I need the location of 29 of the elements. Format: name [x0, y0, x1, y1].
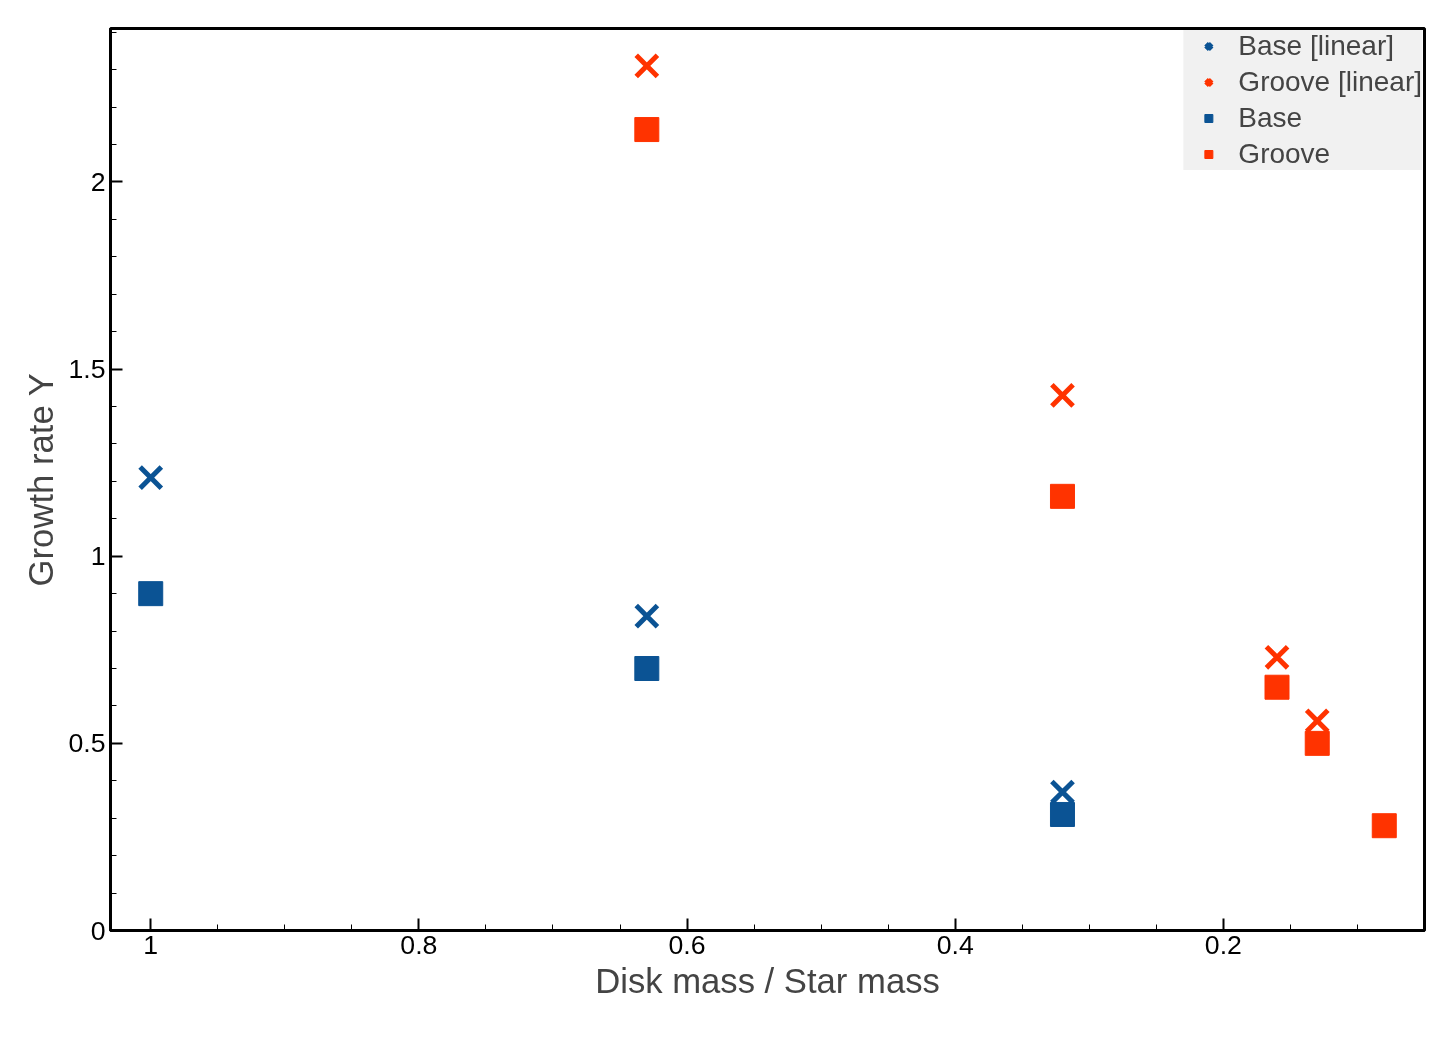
point	[633, 52, 660, 80]
y-tick-label: 2	[90, 166, 106, 197]
x-axis-title: Disk mass / Star mass	[595, 961, 940, 1000]
y-tick-label: 1.5	[68, 354, 106, 385]
point	[137, 464, 164, 491]
legend-label: Groove	[1238, 138, 1331, 170]
y-axis-title: Growth rate Y	[22, 373, 61, 587]
y-tick-label: 1	[90, 541, 106, 572]
y-tick-label: 0.5	[68, 728, 106, 759]
point	[634, 117, 660, 143]
legend-label: Groove [linear]	[1238, 66, 1422, 98]
x-tick-label: 1	[143, 929, 159, 960]
point	[1304, 730, 1330, 756]
x-tick-label: 0.2	[1204, 929, 1242, 960]
point	[634, 656, 660, 682]
x-tick-label: 0.4	[936, 929, 974, 960]
point	[1049, 382, 1076, 409]
x-tick-label: 0.8	[400, 929, 438, 960]
point	[1049, 483, 1075, 509]
y-tick-label: 0	[90, 915, 106, 946]
point	[1049, 801, 1075, 827]
point	[138, 581, 164, 607]
point	[1371, 813, 1397, 839]
point	[633, 603, 660, 630]
point	[1263, 644, 1291, 671]
legend-label: Base	[1238, 102, 1303, 134]
point	[1264, 674, 1290, 700]
legend-label: Base [linear]	[1238, 30, 1394, 62]
x-tick-label: 0.6	[668, 929, 706, 960]
